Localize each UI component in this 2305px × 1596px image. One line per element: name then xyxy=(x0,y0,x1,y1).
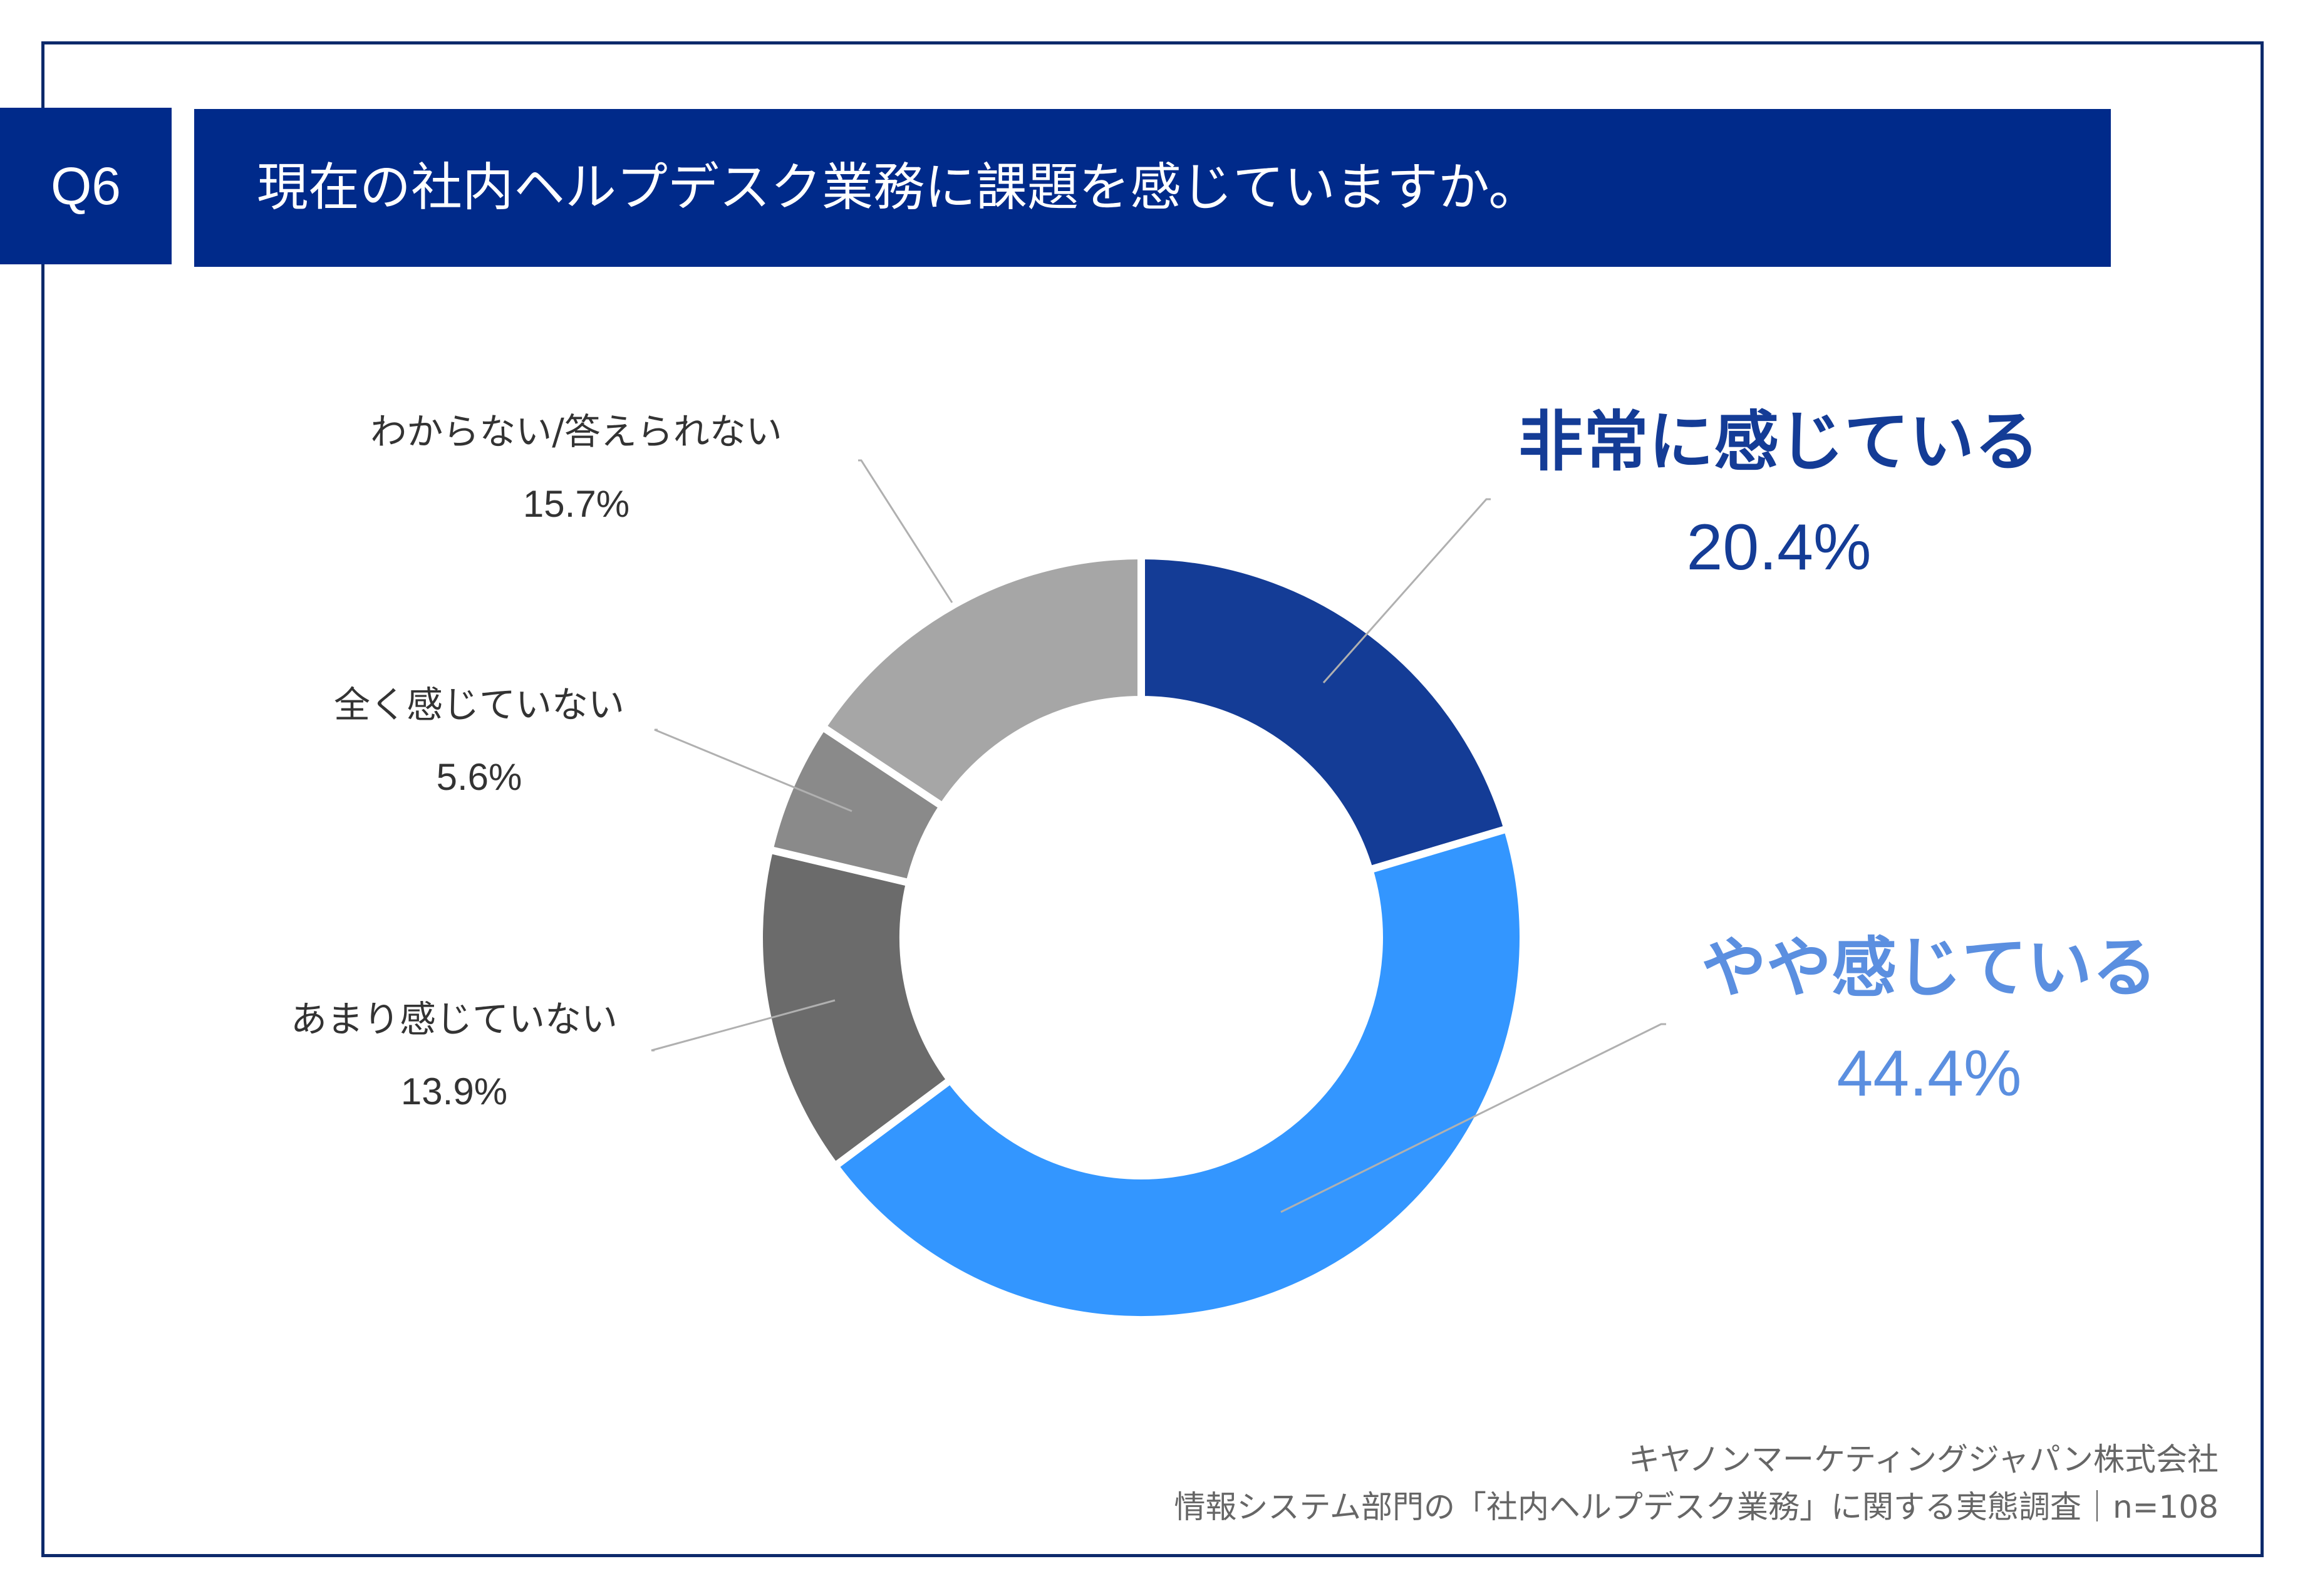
source-footer: キヤノンマーケティングジャパン株式会社 情報システム部門の「社内ヘルプデスク業務… xyxy=(1174,1436,2219,1531)
leader-lines xyxy=(651,459,1666,1213)
slice-label-4: わからない/答えられない 15.7% xyxy=(307,402,846,526)
question-title: 現在の社内ヘルプデスク業務に課題を感じていますか。 xyxy=(257,158,1540,217)
slice-percent-4: 15.7% xyxy=(522,483,630,525)
slice-percent-2: 13.9% xyxy=(400,1070,508,1112)
footer-source: 情報システム部門の「社内ヘルプデスク業務」に関する実態調査｜n=108 xyxy=(1174,1489,2219,1525)
slice-name-2: あまり感じていない xyxy=(290,998,618,1040)
donut-slice-2 xyxy=(755,845,956,1172)
slice-name-0: 非常に感じている xyxy=(1518,403,2039,480)
slice-percent-1: 44.4% xyxy=(1836,1037,2022,1110)
slice-label-1: やや感じている 44.4% xyxy=(1654,915,2205,1111)
leader-line-2 xyxy=(651,999,836,1052)
slice-label-2: あまり感じていない 13.9% xyxy=(247,990,661,1113)
leader-line-0 xyxy=(1322,498,1491,683)
donut-slice-4 xyxy=(817,551,1145,812)
donut-slice-1 xyxy=(829,824,1527,1324)
slice-percent-3: 5.6% xyxy=(436,756,522,798)
chart-frame xyxy=(41,41,2264,1557)
donut-slice-0 xyxy=(1137,551,1513,875)
slice-name-1: やや感じている xyxy=(1701,930,2157,1006)
question-number-badge: Q6 xyxy=(0,108,172,264)
slice-name-3: 全く感じていない xyxy=(333,683,624,726)
leader-line-4 xyxy=(858,459,953,603)
slice-name-4: わからない/答えられない xyxy=(370,410,782,453)
leader-line-1 xyxy=(1280,1023,1666,1213)
slice-percent-0: 20.4% xyxy=(1686,511,1872,584)
leader-line-3 xyxy=(654,728,852,812)
footer-company: キヤノンマーケティングジャパン株式会社 xyxy=(1629,1441,2219,1478)
question-title-bar: 現在の社内ヘルプデスク業務に課題を感じていますか。 xyxy=(194,109,2111,267)
donut-slices xyxy=(755,551,1527,1324)
slice-label-0: 非常に感じている 20.4% xyxy=(1503,388,2054,585)
slice-label-3: 全く感じていない 5.6% xyxy=(276,675,683,799)
